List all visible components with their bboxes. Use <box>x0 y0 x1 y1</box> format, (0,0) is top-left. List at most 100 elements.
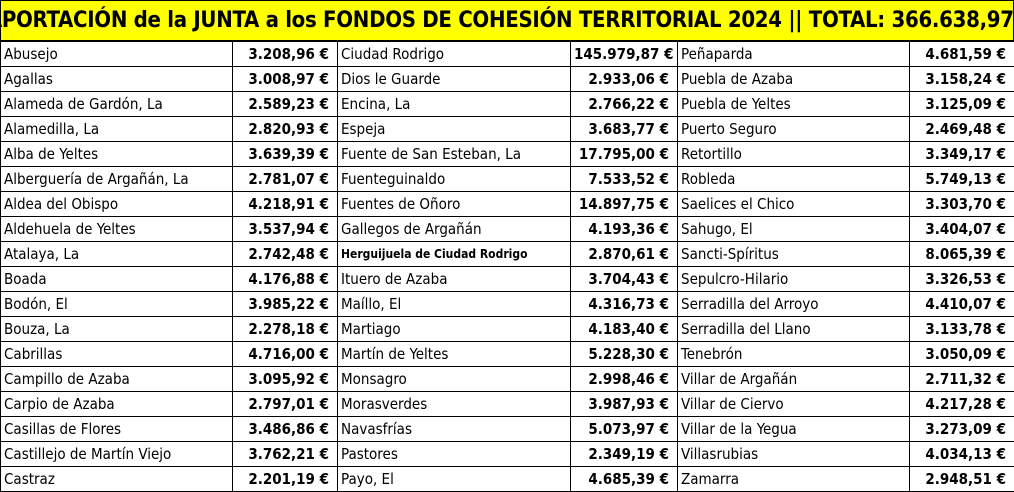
municipality-name: Dios le Guarde <box>337 66 571 92</box>
municipality-name: Robleda <box>677 166 910 192</box>
municipality-amount: 5.749,13 € <box>909 166 1014 192</box>
municipality-amount: 4.217,28 € <box>909 391 1014 417</box>
municipality-amount: 2.781,07 € <box>232 166 338 192</box>
municipality-name: Martín de Yeltes <box>337 341 571 367</box>
table-row: Abusejo 3.208,96 € Ciudad Rodrigo 145.979,8… <box>0 41 1014 67</box>
municipality-name: Ituero de Azaba <box>337 266 571 292</box>
table-row: Bouza, La 2.278,18 € Martiago 4.183,40 € Ser… <box>0 316 1014 342</box>
table-row: Alba de Yeltes 3.639,39 € Fuente de San Es… <box>0 141 1014 167</box>
municipality-amount: 3.639,39 € <box>232 141 338 167</box>
municipality-name: Casillas de Flores <box>0 416 233 442</box>
municipality-amount: 3.303,70 € <box>909 191 1014 217</box>
municipality-amount: 145.979,87 € <box>570 41 678 67</box>
table-row: Campillo de Azaba 3.095,92 € Monsagro 2.998… <box>0 366 1014 392</box>
municipality-amount: 2.933,06 € <box>570 66 678 92</box>
municipality-name: Alberguería de Argañán, La <box>0 166 233 192</box>
municipality-name: Martiago <box>337 316 571 342</box>
municipality-amount: 4.681,59 € <box>909 41 1014 67</box>
municipality-name: Navasfrías <box>337 416 571 442</box>
municipality-name: Tenebrón <box>677 341 910 367</box>
page-title: APORTACIÓN de la JUNTA a los FONDOS DE C… <box>0 0 1014 41</box>
municipality-name: Puerto Seguro <box>677 116 910 142</box>
municipality-name: Sancti-Spíritus <box>677 241 910 267</box>
municipality-name: Gallegos de Argañán <box>337 216 571 242</box>
municipality-amount: 2.870,61 € <box>570 241 678 267</box>
municipality-amount: 3.683,77 € <box>570 116 678 142</box>
municipality-name: Puebla de Yeltes <box>677 91 910 117</box>
municipality-name: Alba de Yeltes <box>0 141 233 167</box>
municipality-amount: 17.795,00 € <box>570 141 678 167</box>
municipality-name: Castillejo de Martín Viejo <box>0 441 233 467</box>
municipality-amount: 14.897,75 € <box>570 191 678 217</box>
table-row: Atalaya, La 2.742,48 € Herguijuela de Ciud… <box>0 241 1014 267</box>
municipality-name: Encina, La <box>337 91 571 117</box>
municipality-name: Sepulcro-Hilario <box>677 266 910 292</box>
municipality-amount: 3.985,22 € <box>232 291 338 317</box>
municipality-amount: 2.948,51 € <box>909 466 1014 492</box>
municipality-name: Boada <box>0 266 233 292</box>
municipality-name: Fuentes de Oñoro <box>337 191 571 217</box>
municipality-amount: 4.034,13 € <box>909 441 1014 467</box>
municipality-amount: 2.711,32 € <box>909 366 1014 392</box>
municipality-amount: 2.998,46 € <box>570 366 678 392</box>
municipality-name: Villar de Ciervo <box>677 391 910 417</box>
municipality-amount: 3.987,93 € <box>570 391 678 417</box>
municipality-amount: 3.486,86 € <box>232 416 338 442</box>
municipality-amount: 3.404,07 € <box>909 216 1014 242</box>
municipality-amount: 2.589,23 € <box>232 91 338 117</box>
municipality-name: Alameda de Gardón, La <box>0 91 233 117</box>
municipality-name: Villar de la Yegua <box>677 416 910 442</box>
municipality-amount: 3.762,21 € <box>232 441 338 467</box>
municipality-amount: 3.208,96 € <box>232 41 338 67</box>
municipality-name: Fuenteguinaldo <box>337 166 571 192</box>
table-row: Castillejo de Martín Viejo 3.762,21 € Past… <box>0 441 1014 467</box>
municipality-amount: 2.797,01 € <box>232 391 338 417</box>
municipality-amount: 3.050,09 € <box>909 341 1014 367</box>
municipality-name: Aldehuela de Yeltes <box>0 216 233 242</box>
table-row: Castraz 2.201,19 € Payo, El 4.685,39 € Zamar… <box>0 466 1014 492</box>
municipality-name: Aldea del Obispo <box>0 191 233 217</box>
municipality-amount: 3.158,24 € <box>909 66 1014 92</box>
municipality-amount: 8.065,39 € <box>909 241 1014 267</box>
municipality-name: Fuente de San Esteban, La <box>337 141 571 167</box>
funds-table: Abusejo 3.208,96 € Ciudad Rodrigo 145.979,8… <box>0 41 1014 492</box>
municipality-name: Campillo de Azaba <box>0 366 233 392</box>
municipality-name: Maíllo, El <box>337 291 571 317</box>
municipality-name: Atalaya, La <box>0 241 233 267</box>
municipality-amount: 3.095,92 € <box>232 366 338 392</box>
funds-table-body: Abusejo 3.208,96 € Ciudad Rodrigo 145.979,8… <box>0 41 1014 492</box>
municipality-amount: 2.766,22 € <box>570 91 678 117</box>
municipality-amount: 3.008,97 € <box>232 66 338 92</box>
municipality-amount: 2.820,93 € <box>232 116 338 142</box>
municipality-name: Serradilla del Llano <box>677 316 910 342</box>
table-row: Aldea del Obispo 4.218,91 € Fuentes de Oño… <box>0 191 1014 217</box>
table-row: Carpio de Azaba 2.797,01 € Morasverdes 3.98… <box>0 391 1014 417</box>
municipality-name: Agallas <box>0 66 233 92</box>
municipality-amount: 3.537,94 € <box>232 216 338 242</box>
municipality-name: Puebla de Azaba <box>677 66 910 92</box>
municipality-name: Morasverdes <box>337 391 571 417</box>
municipality-amount: 7.533,52 € <box>570 166 678 192</box>
municipality-amount: 4.218,91 € <box>232 191 338 217</box>
municipality-amount: 2.742,48 € <box>232 241 338 267</box>
table-row: Agallas 3.008,97 € Dios le Guarde 2.933,06 … <box>0 66 1014 92</box>
municipality-amount: 2.349,19 € <box>570 441 678 467</box>
municipality-amount: 5.073,97 € <box>570 416 678 442</box>
table-row: Alameda de Gardón, La 2.589,23 € Encina, L… <box>0 91 1014 117</box>
municipality-name: Sahugo, El <box>677 216 910 242</box>
table-row: Aldehuela de Yeltes 3.537,94 € Gallegos de… <box>0 216 1014 242</box>
municipality-amount: 2.278,18 € <box>232 316 338 342</box>
municipality-name: Ciudad Rodrigo <box>337 41 571 67</box>
table-row: Casillas de Flores 3.486,86 € Navasfrías 5.… <box>0 416 1014 442</box>
municipality-name: Espeja <box>337 116 571 142</box>
municipality-name: Carpio de Azaba <box>0 391 233 417</box>
municipality-name: Payo, El <box>337 466 571 492</box>
municipality-name: Retortillo <box>677 141 910 167</box>
municipality-amount: 3.326,53 € <box>909 266 1014 292</box>
municipality-name: Pastores <box>337 441 571 467</box>
municipality-name: Bodón, El <box>0 291 233 317</box>
municipality-amount: 4.316,73 € <box>570 291 678 317</box>
municipality-amount: 5.228,30 € <box>570 341 678 367</box>
municipality-name: Herguijuela de Ciudad Rodrigo <box>337 241 571 267</box>
